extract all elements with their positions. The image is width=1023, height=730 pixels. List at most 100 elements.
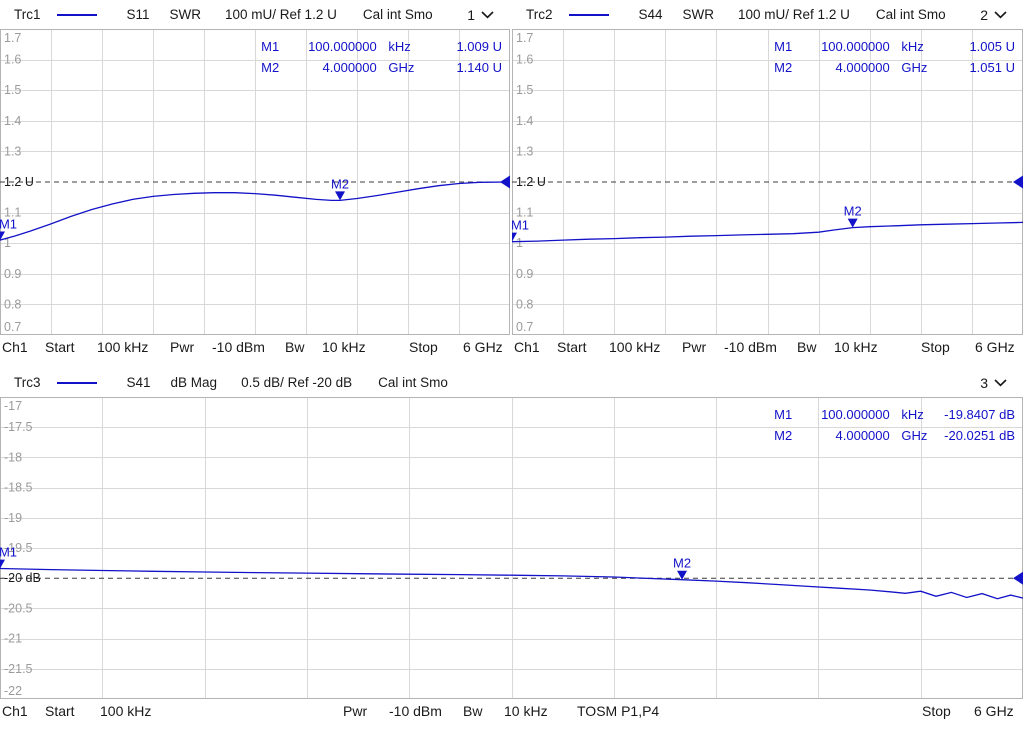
axis-label: Start (557, 339, 587, 355)
plot-area[interactable]: 1.7 1.6 1.5 1.4 1.3 1.2 U 1.1 1 0.9 0.8 0.7 M1 M2 (0, 29, 510, 335)
y-tick-label: 1.2 U (4, 175, 34, 189)
marker-stimulus: 100.000000 (821, 39, 890, 54)
channel-number: 1 (467, 6, 475, 23)
axis-label: Bw (463, 703, 483, 719)
marker-label: M2 (331, 176, 349, 191)
axis-label: -10 dBm (212, 339, 265, 355)
plot-area[interactable]: -17 -17.5 -18 -18.5 -19 -19.5 -20 dB -20.5 -21 -2… (0, 397, 1023, 699)
y-tick-label: -19 (4, 511, 22, 525)
marker-readout-row: M1 100.000000 kHz -19.8407 dB (774, 404, 1015, 425)
axis-label: Stop (409, 339, 438, 355)
y-tick-label: 1.4 (516, 114, 533, 128)
marker-name: M1 (774, 39, 793, 54)
marker-stimulus: 100.000000 (821, 407, 890, 422)
marker-triangle[interactable] (335, 191, 346, 201)
marker-unit: kHz (388, 39, 411, 54)
y-tick-label: 1.1 (516, 206, 533, 220)
trace-name[interactable]: Trc3 (14, 375, 41, 390)
stimulus-axis-row: Ch1 Start 100 kHz Pwr -10 dBm Bw 10 kHz TOSM P1… (0, 699, 1023, 723)
panel-trc3: Trc3 S41 dB Mag 0.5 dB/ Ref -20 dB Cal i… (0, 368, 1023, 723)
marker-readout-row: M2 4.000000 GHz -20.0251 dB (774, 425, 1015, 446)
scale-label: 0.5 dB/ Ref -20 dB (241, 375, 353, 390)
axis-label: 100 kHz (100, 703, 152, 719)
axis-label: Start (45, 339, 75, 355)
marker-label: M1 (512, 218, 529, 233)
y-tick-label: -21.5 (4, 662, 33, 676)
marker-stimulus: 4.000000 (835, 428, 890, 443)
format-label: SWR (682, 7, 715, 22)
y-tick-label: -18 (4, 450, 22, 464)
axis-label: 6 GHz (463, 339, 503, 355)
marker-label: M1 (0, 545, 17, 560)
marker-unit: kHz (901, 39, 924, 54)
plot-wrap: -17 -17.5 -18 -18.5 -19 -19.5 -20 dB -20.5 -21 -2… (0, 397, 1023, 699)
channel-number: 3 (980, 374, 988, 391)
channel-selector[interactable]: 2 (980, 7, 1007, 23)
trace-line (512, 221, 1023, 243)
marker-readout: M1 100.000000 kHz 1.009 U M2 4.000000 GH… (261, 36, 502, 78)
marker-triangle[interactable] (0, 559, 5, 569)
trace-color-swatch (568, 13, 609, 16)
y-tick-label: 0.8 (4, 297, 21, 311)
channel-number: 2 (980, 6, 988, 23)
marker-label: M1 (0, 216, 17, 231)
y-tick-label: 0.9 (516, 267, 533, 281)
axis-label: 6 GHz (974, 703, 1014, 719)
trace-header-trc1: Trc1 S11 SWR 100 mU/ Ref 1.2 U Cal int S… (0, 0, 510, 29)
marker-name: M1 (774, 407, 793, 422)
y-tick-label: -17.5 (4, 420, 33, 434)
plot-wrap: 1.7 1.6 1.5 1.4 1.3 1.2 U 1.1 1 0.9 0.8 0.7 M1 M2 M1… (512, 29, 1023, 335)
marker-name: M2 (261, 60, 280, 75)
stimulus-axis-row: Ch1 Start 100 kHz Pwr -10 dBm Bw 10 kHz Stop 6 G… (512, 335, 1023, 359)
channel-selector[interactable]: 3 (980, 375, 1007, 391)
axis-label: 100 kHz (609, 339, 661, 355)
axis-label: Start (45, 703, 75, 719)
measurement-label: S11 (126, 7, 150, 22)
ref-level-indicator[interactable] (1013, 571, 1023, 585)
y-tick-label: -20 dB (4, 571, 41, 585)
marker-readout: M1 100.000000 kHz -19.8407 dB M2 4.00000… (774, 404, 1015, 446)
marker-triangle[interactable] (0, 231, 5, 241)
axis-label: Ch1 (2, 339, 28, 355)
measurement-label: S44 (638, 7, 663, 22)
panel-trc2: Trc2 S44 SWR 100 mU/ Ref 1.2 U Cal int S… (512, 0, 1023, 359)
measurement-label: S41 (126, 375, 151, 390)
y-tick-label: -20.5 (4, 601, 33, 615)
marker-unit: kHz (901, 407, 924, 422)
axis-label: Pwr (682, 339, 707, 355)
chevron-down-icon (994, 378, 1007, 386)
y-tick-label: 1.1 (4, 206, 21, 220)
stimulus-axis-row: Ch1 Start 100 kHz Pwr -10 dBm Bw 10 kHz Stop 6 G… (0, 335, 510, 359)
y-tick-label: -19.5 (4, 541, 33, 555)
axis-label: 6 GHz (975, 339, 1015, 355)
trace-name[interactable]: Trc1 (14, 7, 41, 22)
format-label: SWR (169, 7, 202, 22)
axis-label: Ch1 (514, 339, 540, 355)
marker-label: M2 (844, 204, 862, 219)
plot-area[interactable]: 1.7 1.6 1.5 1.4 1.3 1.2 U 1.1 1 0.9 0.8 0.7 M1 M2 (512, 29, 1023, 335)
axis-label: Stop (921, 339, 950, 355)
ref-level-indicator[interactable] (500, 175, 510, 189)
axis-label: Bw (285, 339, 305, 355)
marker-result: 1.009 U (456, 39, 502, 54)
marker-triangle[interactable] (512, 232, 517, 242)
marker-triangle[interactable] (847, 218, 858, 228)
marker-result: -20.0251 dB (944, 428, 1015, 443)
marker-name: M2 (774, 428, 793, 443)
axis-label: -10 dBm (724, 339, 777, 355)
marker-label: M2 (673, 556, 691, 571)
marker-name: M1 (261, 39, 280, 54)
y-tick-label: 0.8 (516, 297, 533, 311)
channel-selector[interactable]: 1 (467, 7, 494, 23)
marker-triangle[interactable] (677, 570, 688, 580)
y-tick-label: 1 (4, 236, 11, 250)
y-tick-label: 1.7 (4, 31, 21, 45)
top-panels-row: Trc1 S11 SWR 100 mU/ Ref 1.2 U Cal int S… (0, 0, 1023, 359)
ref-level-indicator[interactable] (1013, 175, 1023, 189)
chevron-down-icon (994, 10, 1007, 18)
marker-stimulus: 100.000000 (308, 39, 377, 54)
plot-wrap: 1.7 1.6 1.5 1.4 1.3 1.2 U 1.1 1 0.9 0.8 0.7 M1 M2 M1… (0, 29, 510, 335)
marker-readout-row: M2 4.000000 GHz 1.140 U (261, 57, 502, 78)
trace-name[interactable]: Trc2 (526, 7, 553, 22)
trace-color-swatch (56, 13, 97, 16)
